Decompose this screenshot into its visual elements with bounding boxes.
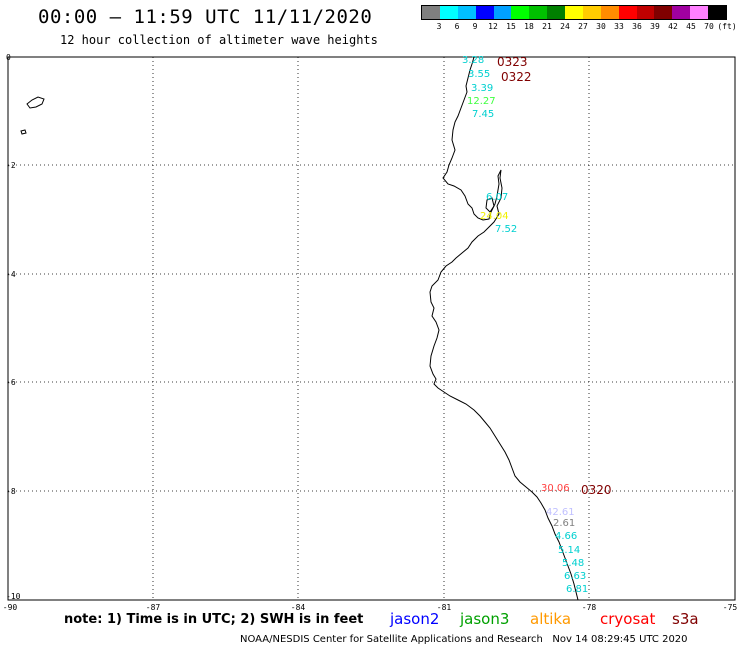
- scale-swatch: [475, 6, 494, 19]
- scale-swatch: [690, 6, 708, 19]
- y-axis-label: 0: [6, 53, 11, 62]
- scale-label: 3: [436, 22, 442, 31]
- wave-height-label: 30.06: [541, 483, 570, 494]
- scale-label: 36: [632, 22, 642, 31]
- wave-height-label: 6.07: [486, 192, 509, 203]
- map-frame: [7, 56, 736, 601]
- legend-jason3: jason3: [460, 610, 510, 628]
- scale-swatch: [654, 6, 673, 19]
- legend-s3a: s3a: [672, 610, 699, 628]
- legend-altika: altika: [530, 610, 572, 628]
- scale-label: 21: [542, 22, 552, 31]
- wave-height-label: 2.61: [553, 518, 576, 529]
- scale-label: 6: [454, 22, 460, 31]
- scale-swatch: [618, 6, 637, 19]
- scale-label: 39: [650, 22, 660, 31]
- x-axis-label: -90: [2, 603, 18, 612]
- scale-label: 15: [506, 22, 516, 31]
- legend-jason2: jason2: [390, 610, 440, 628]
- wave-height-label: 3.39: [471, 83, 494, 94]
- wave-height-label: 3.28: [462, 55, 485, 66]
- legend-cryosat: cryosat: [600, 610, 656, 628]
- wave-height-label: 6.63: [564, 571, 587, 582]
- pass-time-label: 0323: [497, 55, 528, 69]
- scale-swatch: [565, 6, 583, 19]
- scale-swatch: [511, 6, 530, 19]
- x-axis-label: -78: [581, 603, 597, 612]
- wave-height-label: 5.14: [558, 545, 581, 556]
- scale-label: 45: [686, 22, 696, 31]
- scale-swatch: [636, 6, 655, 19]
- y-axis-label: -10: [6, 592, 21, 601]
- scale-swatch: [529, 6, 548, 19]
- scale-swatch: [457, 6, 476, 19]
- y-axis-label: -8: [6, 487, 16, 496]
- x-axis-label: -75: [722, 603, 738, 612]
- map-title: 00:00 – 11:59 UTC 11/11/2020: [38, 6, 373, 28]
- scale-label: 30: [596, 22, 606, 31]
- wave-height-color-scale: [421, 5, 727, 20]
- wave-height-label: 3.55: [468, 69, 491, 80]
- map-subtitle: 12 hour collection of altimeter wave hei…: [60, 33, 378, 47]
- pass-time-label: 0320: [581, 483, 612, 497]
- scale-swatch: [672, 6, 691, 19]
- coastline: [20, 56, 579, 601]
- wave-height-label: 6.81: [566, 584, 589, 595]
- scale-label: 27: [578, 22, 588, 31]
- galapagos-island-1: [26, 96, 45, 109]
- scale-swatch: [493, 6, 512, 19]
- pass-time-label: 0322: [501, 70, 532, 84]
- scale-label: 18: [524, 22, 534, 31]
- scale-swatch: [422, 6, 440, 19]
- wave-height-label: 7.45: [472, 109, 495, 120]
- scale-swatch: [600, 6, 619, 19]
- galapagos-island-2: [20, 129, 27, 135]
- x-axis-label: -87: [145, 603, 161, 612]
- wave-height-label: 24.04: [480, 211, 509, 222]
- scale-swatch: [708, 6, 726, 19]
- wave-height-label: 7.52: [495, 224, 518, 235]
- y-axis-label: -6: [6, 378, 16, 387]
- scale-swatch: [439, 6, 458, 19]
- south-america-coast: [429, 56, 579, 601]
- gulf-island: [485, 197, 495, 213]
- scale-label: 12: [488, 22, 498, 31]
- y-axis-label: -4: [6, 270, 16, 279]
- scale-label: 70: [704, 22, 714, 31]
- x-axis-label: -84: [290, 603, 306, 612]
- wave-height-label: 12.27: [467, 96, 496, 107]
- y-axis-label: -2: [6, 161, 16, 170]
- wave-height-label: 5.48: [562, 558, 585, 569]
- scale-label: 9: [472, 22, 478, 31]
- wave-height-label: 4.66: [555, 531, 578, 542]
- scale-label: 33: [614, 22, 624, 31]
- wave-height-label: 42.61: [546, 507, 575, 518]
- scale-label: (ft): [717, 22, 737, 31]
- scale-swatch: [582, 6, 601, 19]
- color-scale-labels: 3 6 9 12 15 18 21 24 27 30 33 36 39 42 45 70 (ft): [421, 22, 740, 34]
- credit-line: NOAA/NESDIS Center for Satellite Applica…: [240, 634, 688, 645]
- footnote: note: 1) Time is in UTC; 2) SWH is in fe…: [64, 612, 364, 627]
- scale-label: 24: [560, 22, 570, 31]
- scale-swatch: [547, 6, 565, 19]
- scale-label: 42: [668, 22, 678, 31]
- x-axis-label: -81: [436, 603, 452, 612]
- grid-lines: [8, 57, 735, 600]
